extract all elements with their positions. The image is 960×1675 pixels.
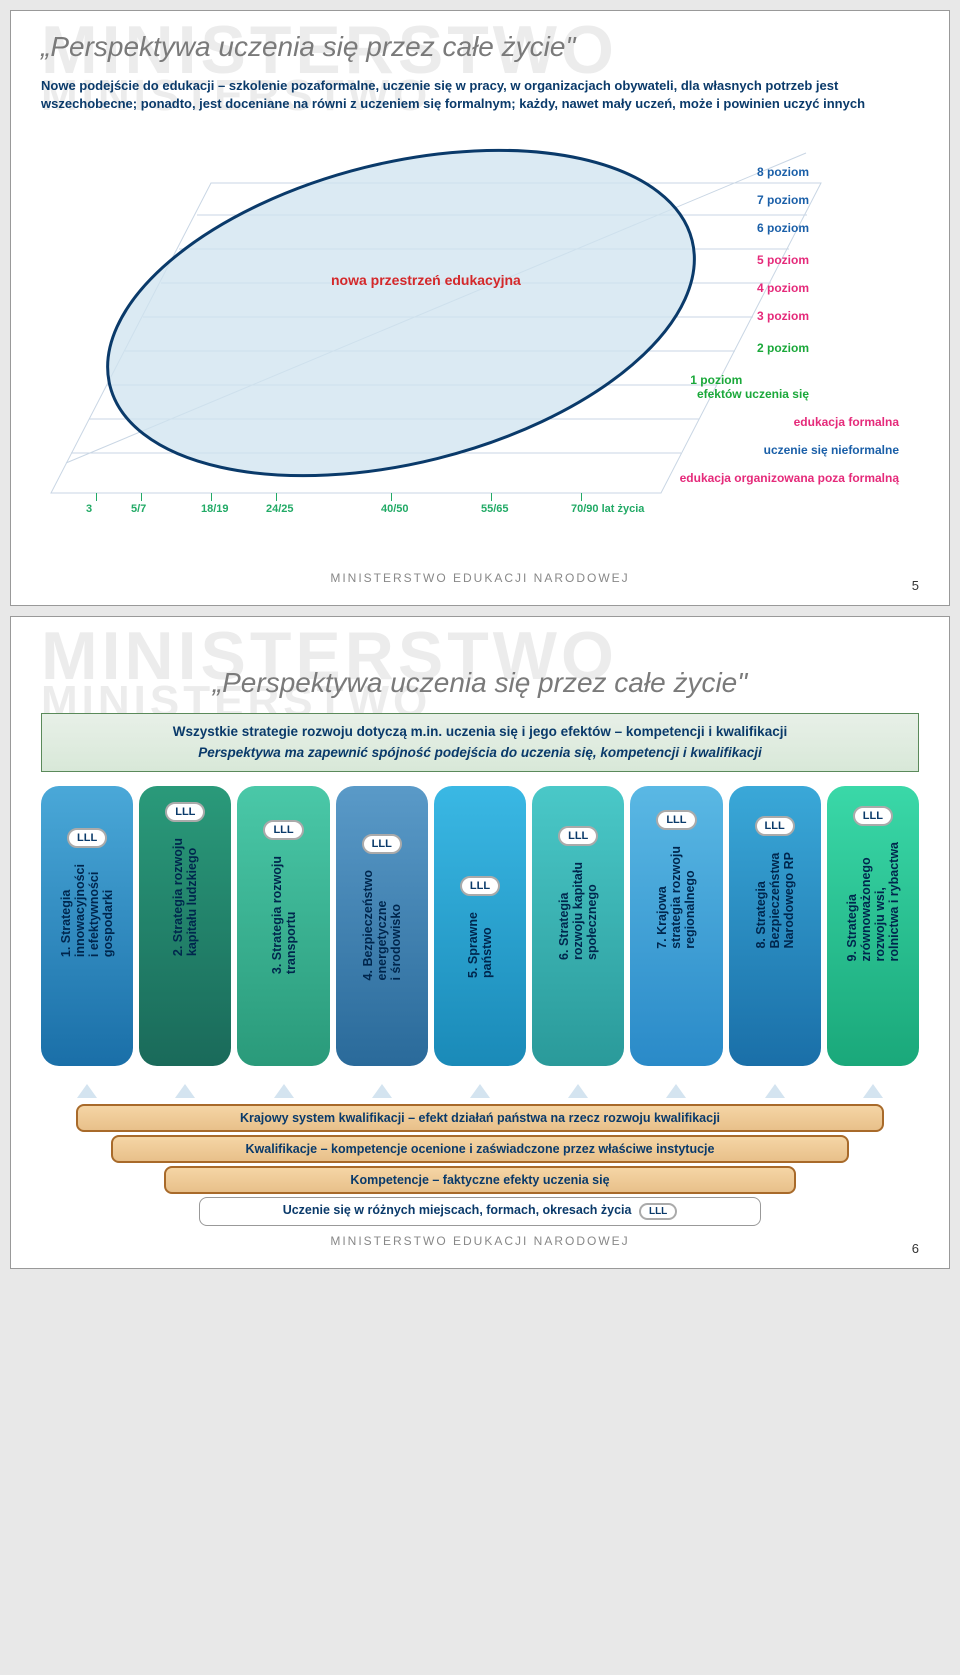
intro-text: Nowe podejście do edukacji – szkolenie p…: [41, 77, 919, 113]
strategy-label: 2. Strategia rozwoju kapitału ludzkiego: [171, 838, 199, 956]
x-tick: 5/7: [131, 503, 146, 515]
arrow-up-icon: [765, 1084, 785, 1098]
x-tick: 18/19: [201, 503, 229, 515]
arrow-up-icon: [77, 1084, 97, 1098]
arrow-up-icon: [274, 1084, 294, 1098]
page-number: 6: [912, 1241, 919, 1256]
x-tick: 55/65: [481, 503, 509, 515]
strategy-pill: LLL 6. Strategia rozwoju kapitału społecz…: [532, 786, 624, 1066]
legend-label: edukacja formalna: [794, 415, 899, 429]
level-label: 1 poziom efektów uczenia się: [690, 373, 809, 401]
arrow-up-icon: [470, 1084, 490, 1098]
strategy-pill: LLL 7. Krajowa strategia rozwoju regional…: [630, 786, 722, 1066]
legend-label: edukacja organizowana poza formalną: [680, 471, 899, 485]
lll-pill: LLL: [263, 820, 303, 840]
x-tick: 3: [86, 503, 92, 515]
level-label: 6 poziom: [757, 221, 809, 235]
x-tick: 24/25: [266, 503, 294, 515]
arrow-up-icon: [372, 1084, 392, 1098]
strategies-row: LLL 1. Strategia innowacyjności i efektyw…: [41, 786, 919, 1066]
strategy-pill: LLL 5. Sprawne państwo: [434, 786, 526, 1066]
strategy-pill: LLL 2. Strategia rozwoju kapitału ludzkie…: [139, 786, 231, 1066]
strategy-label: 8. Strategia Bezpieczeństwa Narodowego R…: [754, 852, 796, 949]
slide-2: MINISTERSTWO MINISTERSTWO „Perspektywa u…: [10, 616, 950, 1269]
strategy-pill: LLL 8. Strategia Bezpieczeństwa Narodoweg…: [729, 786, 821, 1066]
page-number: 5: [912, 578, 919, 593]
arrow-row: [41, 1084, 919, 1098]
lll-pill: LLL: [639, 1203, 677, 1220]
strategy-pill: LLL 1. Strategia innowacyjności i efektyw…: [41, 786, 133, 1066]
ellipse-label: nowa przestrzeń edukacyjna: [331, 271, 521, 289]
strategy-pill: LLL 9. Strategia zrównoważonego rozwoju w…: [827, 786, 919, 1066]
lll-pill: LLL: [362, 834, 402, 854]
lll-pill: LLL: [165, 802, 205, 822]
level-label: 7 poziom: [757, 193, 809, 207]
strategy-pill: LLL 3. Strategia rozwoju transportu: [237, 786, 329, 1066]
level-label: 8 poziom: [757, 165, 809, 179]
slide-title: „Perspektywa uczenia się przez całe życi…: [41, 31, 919, 63]
slide-1: MINISTERSTWO MINISTERSTWO „Perspektywa u…: [10, 10, 950, 606]
banner-line1: Wszystkie strategie rozwoju dotyczą m.in…: [173, 724, 787, 739]
footer: MINISTERSTWO EDUKACJI NARODOWEJ: [41, 571, 919, 585]
arrow-up-icon: [666, 1084, 686, 1098]
level-label: 4 poziom: [757, 281, 809, 295]
level-label: 3 poziom: [757, 309, 809, 323]
strategy-label: 9. Strategia zrównoważonego rozwoju wsi,…: [845, 842, 901, 961]
footer: MINISTERSTWO EDUKACJI NARODOWEJ: [41, 1234, 919, 1248]
lll-pill: LLL: [656, 810, 696, 830]
strategy-label: 4. Bezpieczeństwo energetyczne i środowi…: [361, 870, 403, 980]
banner-line2: Perspektywa ma zapewnić spójność podejśc…: [198, 745, 761, 760]
banner: Wszystkie strategie rozwoju dotyczą m.in…: [41, 713, 919, 772]
lll-pill: LLL: [67, 828, 107, 848]
bar-qualifications-system: Krajowy system kwalifikacji – efekt dzia…: [76, 1104, 884, 1132]
lll-pill: LLL: [853, 806, 893, 826]
arrow-up-icon: [175, 1084, 195, 1098]
strategy-label: 7. Krajowa strategia rozwoju regionalneg…: [655, 846, 697, 949]
arrow-up-icon: [863, 1084, 883, 1098]
legend-label: uczenie się nieformalne: [764, 443, 899, 457]
strategy-label: 5. Sprawne państwo: [466, 912, 494, 978]
lll-pill: LLL: [558, 826, 598, 846]
lll-pill: LLL: [755, 816, 795, 836]
level-label: 2 poziom: [757, 341, 809, 355]
x-tick: 40/50: [381, 503, 409, 515]
strategy-label: 3. Strategia rozwoju transportu: [270, 856, 298, 974]
strategy-pill: LLL 4. Bezpieczeństwo energetyczne i środ…: [336, 786, 428, 1066]
strategy-label: 1. Strategia innowacyjności i efektywnoś…: [59, 864, 115, 957]
bar-learning: Uczenie się w różnych miejscach, formach…: [199, 1197, 761, 1226]
education-space-chart: nowa przestrzeń edukacyjna 8 poziom 7 poz…: [41, 123, 919, 563]
slide-title: „Perspektywa uczenia się przez całe życi…: [41, 667, 919, 699]
level-label: 5 poziom: [757, 253, 809, 267]
arrow-up-icon: [568, 1084, 588, 1098]
strategy-label: 6. Strategia rozwoju kapitału społeczneg…: [557, 862, 599, 960]
bar-competencies: Kompetencje – faktyczne efekty uczenia s…: [164, 1166, 796, 1194]
x-tick: 70/90 lat życia: [571, 503, 644, 515]
bar-qualifications: Kwalifikacje – kompetencje ocenione i za…: [111, 1135, 849, 1163]
lll-pill: LLL: [460, 876, 500, 896]
